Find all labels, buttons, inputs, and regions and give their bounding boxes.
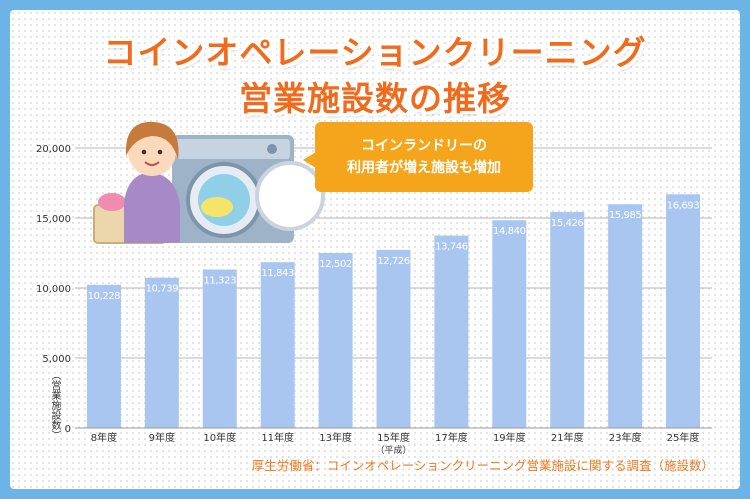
x-tick-label: 9年度 xyxy=(149,431,175,444)
bar-value-label: 12,726 xyxy=(377,256,410,267)
bar xyxy=(434,235,469,428)
basket-cloth-pink xyxy=(98,193,126,211)
bar-value-label: 12,502 xyxy=(319,259,352,270)
machine-knob-icon xyxy=(267,144,277,154)
woman-body-icon xyxy=(124,172,180,243)
x-tick-label: 15年度 xyxy=(377,431,410,444)
y-tick-label: 10,000 xyxy=(36,284,71,295)
bar xyxy=(666,194,701,428)
bar-value-label: 15,426 xyxy=(551,218,584,229)
x-tick-label: 23年度 xyxy=(609,431,642,444)
y-axis-label: （営業施設数） xyxy=(49,370,60,440)
chart-title-line2: 営業施設数の推移 xyxy=(239,79,511,118)
bar-value-label: 15,985 xyxy=(609,210,642,221)
bar-value-labels: 10,228 10,739 11,323 11,843 12,502 12,726 13,7… xyxy=(88,200,700,302)
y-tick-label: 15,000 xyxy=(36,214,71,225)
woman-hair-icon xyxy=(125,121,179,160)
bar xyxy=(550,212,585,428)
bar-value-label: 10,739 xyxy=(146,284,179,295)
bar xyxy=(318,252,353,428)
x-tick-label: 8年度 xyxy=(91,431,117,444)
bar-value-label: 11,843 xyxy=(261,268,294,279)
bar xyxy=(202,269,237,428)
y-tick-label: 0 xyxy=(65,424,71,435)
bar xyxy=(492,220,527,428)
y-tick-label: 20,000 xyxy=(36,144,71,155)
x-tick-label: 25年度 xyxy=(667,431,700,444)
x-tick-label: 13年度 xyxy=(319,431,352,444)
bars xyxy=(86,194,701,428)
x-tick-labels: 8年度 9年度 10年度 11年度 13年度 15年度（平成） 17年度 19年度 21年度 23… xyxy=(91,431,700,456)
callout-line1: コインランドリーの xyxy=(361,138,487,154)
callout-line2: 利用者が増え施設も増加 xyxy=(347,160,501,176)
x-tick-label: 21年度 xyxy=(551,431,584,444)
bar xyxy=(376,249,411,428)
chart-title-line1: コインオペレーションクリーニング xyxy=(103,33,647,72)
y-tick-labels: 0 5,000 10,000 15,000 20,000 xyxy=(36,144,71,435)
bar xyxy=(144,277,179,428)
bar-value-label: 13,746 xyxy=(435,242,468,253)
x-tick-label: 10年度 xyxy=(203,431,236,444)
bar-value-label: 14,840 xyxy=(493,226,526,237)
machine-panel xyxy=(176,139,290,159)
bar xyxy=(86,284,121,428)
bar-value-label: 11,323 xyxy=(203,275,236,286)
y-tick-label: 5,000 xyxy=(42,354,71,365)
open-door-icon xyxy=(255,161,325,231)
callout-bubble: コインランドリーの 利用者が増え施設も増加 xyxy=(303,122,533,192)
x-tick-label: 17年度 xyxy=(435,431,468,444)
bar xyxy=(608,204,643,428)
x-tick-note: （平成） xyxy=(375,444,411,456)
x-tick-label: 11年度 xyxy=(261,431,294,444)
laundry-illustration xyxy=(93,121,325,244)
laundry-cloth xyxy=(201,197,233,217)
bar xyxy=(260,262,295,428)
x-tick-label: 19年度 xyxy=(493,431,526,444)
bar-value-label: 10,228 xyxy=(88,291,121,302)
bar-value-label: 16,693 xyxy=(667,200,700,211)
source-note: 厚生労働省：コインオペレーションクリーニング営業施設に関する調査（施設数） xyxy=(251,458,714,473)
woman-face-icon xyxy=(128,128,176,176)
